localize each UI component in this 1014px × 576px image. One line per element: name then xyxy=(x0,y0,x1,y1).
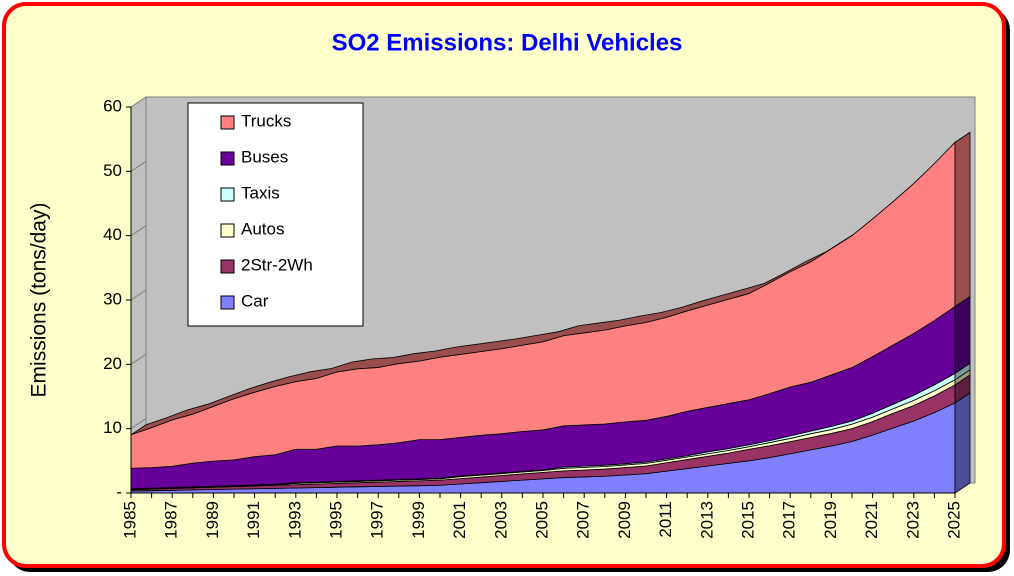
back-grid-line xyxy=(130,160,147,172)
x-tick-label: 2017 xyxy=(780,501,799,539)
x-tick-label: 2001 xyxy=(450,501,469,539)
area-side xyxy=(954,295,971,375)
legend-swatch xyxy=(220,115,235,130)
y-tick-label: 60 xyxy=(103,96,122,115)
legend-label: Taxis xyxy=(241,183,280,202)
legend-label: Autos xyxy=(241,219,284,238)
legend-label: Car xyxy=(241,291,269,310)
legend-label: 2Str-2Wh xyxy=(241,255,313,274)
area-side xyxy=(954,392,971,494)
chart-title: SO2 Emissions: Delhi Vehicles xyxy=(332,29,683,56)
x-tick-label: 2025 xyxy=(944,501,963,539)
x-tick-label: 2011 xyxy=(656,501,675,538)
legend-swatch xyxy=(220,295,235,310)
x-tick-label: 1987 xyxy=(162,501,181,539)
y-tick-label: - xyxy=(116,482,122,501)
x-tick-label: 1991 xyxy=(244,501,263,539)
legend-label: Buses xyxy=(241,147,288,166)
x-tick-label: 2019 xyxy=(821,501,840,539)
y-tick-label: 50 xyxy=(103,161,122,180)
legend-swatch xyxy=(220,151,235,166)
legend-swatch xyxy=(220,223,235,238)
x-tick-label: 2015 xyxy=(738,501,757,539)
y-tick-label: 40 xyxy=(103,225,122,244)
y-tick-label: 20 xyxy=(103,354,122,373)
legend-label: Trucks xyxy=(241,111,291,130)
legend-swatch xyxy=(220,187,235,202)
x-tick-label: 2023 xyxy=(903,501,922,539)
legend-box xyxy=(187,102,364,327)
y-tick-label: 30 xyxy=(103,289,122,308)
x-tick-label: 2009 xyxy=(615,501,634,539)
x-tick-label: 1995 xyxy=(326,501,345,539)
back-grid-line xyxy=(130,289,147,301)
x-tick-label: 2013 xyxy=(697,501,716,539)
y-tick-label: 10 xyxy=(103,418,122,437)
x-tick-label: 2003 xyxy=(491,501,510,539)
back-grid-line xyxy=(130,225,147,237)
back-grid-line xyxy=(130,96,147,108)
back-grid-line xyxy=(130,353,147,365)
area-side xyxy=(954,131,971,308)
legend-swatch xyxy=(220,259,235,274)
back-grid-line xyxy=(130,418,147,430)
x-tick-label: 1985 xyxy=(120,501,139,539)
x-tick-label: 2007 xyxy=(574,501,593,539)
y-axis-title: Emissions (tons/day) xyxy=(28,203,51,398)
x-tick-label: 1993 xyxy=(285,501,304,539)
x-tick-label: 1997 xyxy=(368,501,387,539)
x-tick-label: 1989 xyxy=(203,501,222,539)
x-tick-label: 2005 xyxy=(532,501,551,539)
x-tick-label: 2021 xyxy=(862,501,881,539)
x-tick-label: 1999 xyxy=(409,501,428,539)
